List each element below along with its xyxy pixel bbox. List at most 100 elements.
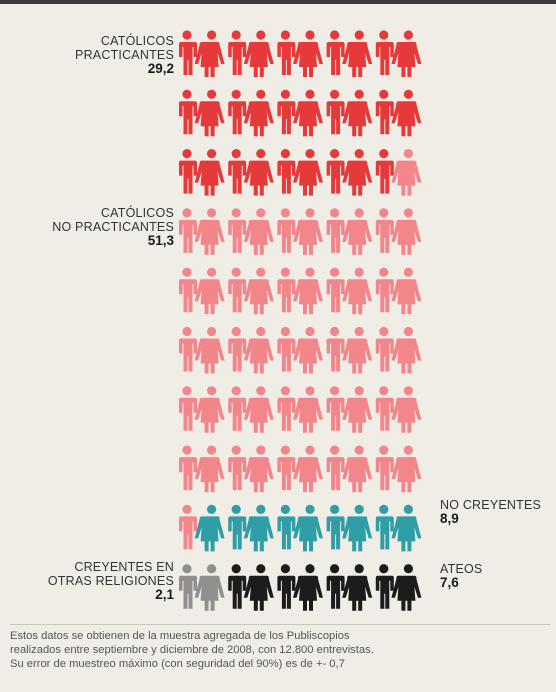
label-catolicos-practicantes: CATÓLICOS PRACTICANTES 29,2 (75, 34, 174, 76)
person-icon (375, 149, 394, 194)
person-icon (326, 89, 345, 135)
person-icon (194, 564, 225, 611)
person-icon (391, 149, 422, 196)
person-icon (391, 30, 422, 77)
person-icon (194, 445, 225, 493)
person-icon (375, 30, 394, 75)
label-ateos: ATEOS 7,6 (440, 562, 482, 590)
person-icon (293, 149, 323, 196)
label-name-line: OTRAS RELIGIONES (47, 574, 174, 588)
person-icon (375, 208, 394, 253)
person-icon (194, 30, 225, 77)
footnote-line: Estos datos se obtienen de la muestra ag… (10, 630, 350, 642)
person-icon (375, 564, 394, 609)
person-icon (326, 30, 345, 75)
person-icon (342, 89, 373, 137)
person-icon (277, 208, 296, 253)
label-catolicos-no-practicantes: CATÓLICOS NO PRACTICANTES 51,3 (52, 206, 174, 248)
person-icon (277, 149, 296, 194)
label-name-line: CATÓLICOS (100, 206, 174, 220)
label-value: 29,2 (147, 61, 174, 76)
person-icon (375, 445, 394, 491)
person-icon (277, 89, 296, 135)
label-value: 51,3 (147, 233, 174, 248)
person-icon (228, 564, 247, 609)
label-name-line: CREYENTES EN (74, 560, 174, 574)
person-icon (293, 89, 323, 137)
label-name-line: NO PRACTICANTES (52, 220, 174, 234)
person-icon (342, 386, 373, 433)
person-icon (326, 267, 345, 313)
label-name-line: CATÓLICOS (100, 34, 174, 48)
person-icon (293, 445, 323, 493)
person-icon (243, 30, 274, 77)
label-value: 7,6 (440, 575, 459, 590)
person-icon (194, 504, 225, 552)
person-icon (243, 89, 274, 137)
person-icon (342, 30, 373, 77)
person-icon (179, 504, 197, 550)
person-icon (277, 267, 296, 313)
footnote-line: Su error de muestreo máximo (con segurid… (10, 658, 345, 670)
person-icon (277, 564, 296, 609)
person-icon (277, 445, 296, 491)
person-icon (194, 89, 225, 137)
person-icon (326, 386, 345, 431)
person-icon (277, 504, 296, 550)
person-icon (375, 386, 394, 431)
label-value: 2,1 (155, 587, 174, 602)
person-icon (391, 208, 422, 255)
label-name-line: NO CREYENTES (440, 498, 542, 512)
person-icon (293, 208, 323, 255)
label-name-line: ATEOS (440, 562, 483, 576)
person-icon (243, 267, 274, 315)
person-icon (228, 267, 247, 313)
person-icon (293, 504, 323, 552)
person-icon (342, 445, 373, 493)
person-icon (243, 504, 274, 552)
person-icon (243, 386, 274, 433)
person-icon (375, 89, 394, 135)
person-icon (391, 326, 422, 374)
person-icon (179, 89, 197, 135)
person-icon (375, 504, 394, 550)
person-icon (277, 30, 296, 75)
person-icon (293, 30, 323, 77)
person-icon (375, 267, 394, 313)
person-icon (391, 89, 422, 137)
person-icon (194, 149, 225, 196)
label-no-creyentes: NO CREYENTES 8,9 (440, 498, 541, 526)
person-icon (326, 564, 345, 609)
label-value: 8,9 (440, 511, 459, 526)
person-icon (179, 326, 197, 372)
person-icon (243, 326, 274, 374)
footnote: Estos datos se obtienen de la muestra ag… (10, 624, 550, 671)
person-icon (391, 386, 422, 433)
person-icon (243, 445, 274, 493)
person-icon (391, 504, 422, 552)
person-icon (342, 208, 373, 255)
person-icon (342, 326, 373, 374)
person-icon (228, 386, 247, 431)
person-icon (293, 267, 323, 315)
person-icon (228, 30, 247, 75)
person-icon (228, 89, 247, 135)
person-icon (179, 208, 197, 253)
person-icon (179, 386, 197, 431)
top-rule (0, 0, 556, 4)
person-icon (179, 149, 197, 194)
person-icon (228, 149, 247, 194)
person-icon (179, 445, 197, 491)
person-icon (293, 564, 323, 611)
person-icon (326, 208, 345, 253)
person-icon (194, 326, 225, 374)
person-icon (326, 149, 345, 194)
person-icon (179, 564, 197, 609)
label-creyentes-otras-religiones: CREYENTES EN OTRAS RELIGIONES 2,1 (48, 560, 174, 602)
person-icon (228, 504, 247, 550)
person-icon (194, 208, 225, 255)
person-icon (179, 30, 197, 75)
person-icon (243, 564, 274, 611)
person-icon (179, 267, 197, 313)
